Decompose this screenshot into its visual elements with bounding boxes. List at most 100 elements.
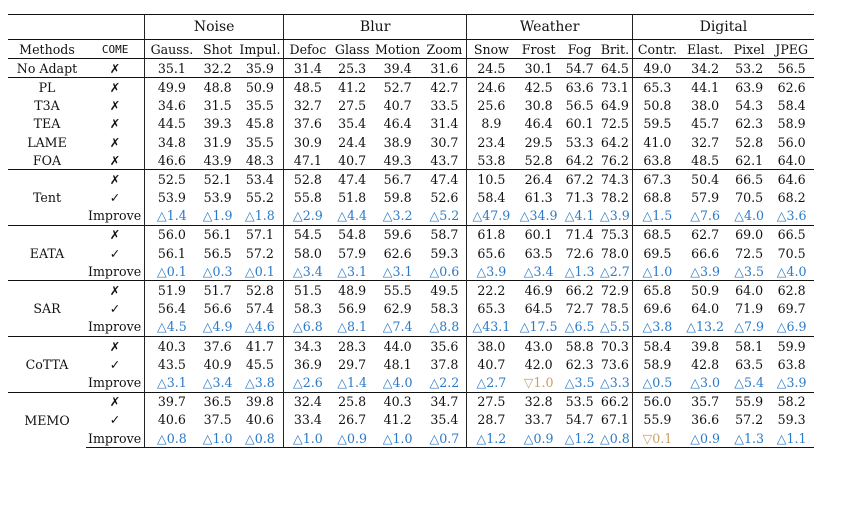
improve-cell: △3.8 <box>236 373 285 393</box>
table-cell: 32.2 <box>198 58 237 78</box>
table-cell: 46.6 <box>157 152 186 168</box>
table-cell: 49.3 <box>383 152 412 168</box>
improve-cell: △3.6 <box>776 208 807 224</box>
table-cell: 52.5 <box>144 169 199 189</box>
table-cell: 45.5 <box>236 355 285 374</box>
group-weather: Weather <box>466 14 634 40</box>
improve-row: Improve △1.4 △1.9 △1.8 △2.9 △4.4 △3.2 △5.2 △47.9… <box>8 206 814 226</box>
table-cell: 44.5 <box>157 116 186 132</box>
table-cell: 66.2 <box>561 280 598 300</box>
column-header-row: Methods COME Gauss. Shot Impul. Defoc Glass M… <box>8 38 814 59</box>
table-cell: 50.9 <box>236 77 285 97</box>
method-name: MEMO <box>8 391 86 448</box>
table-cell: 31.4 <box>422 114 468 133</box>
improve-cell: △3.9 <box>776 374 807 390</box>
come-mark: ✗ <box>86 169 146 189</box>
improve-cell: △1.0 <box>198 428 237 449</box>
column-header: Fog <box>561 38 598 59</box>
improve-cell: △13.2 <box>686 319 725 335</box>
table-cell: 75.3 <box>597 224 634 245</box>
improve-cell: △0.9 <box>681 428 729 449</box>
come-mark: ✗ <box>86 391 146 411</box>
table-cell: 78.0 <box>597 244 634 263</box>
improve-cell: △5.5 <box>597 317 634 337</box>
table-cell: 58.3 <box>422 299 468 318</box>
table-cell: 50.4 <box>681 169 729 189</box>
table-cell: 63.8 <box>643 152 672 168</box>
table-cell: 62.1 <box>735 152 764 168</box>
table-cell: 58.0 <box>293 245 322 261</box>
table-cell: 53.9 <box>157 190 186 206</box>
table-cell: 69.0 <box>728 224 770 245</box>
table-cell: 40.6 <box>236 410 285 429</box>
table-cell: 65.8 <box>632 280 682 300</box>
table-cell: 65.3 <box>632 77 682 97</box>
table-cell: 39.3 <box>203 116 232 132</box>
table-cell: 39.8 <box>236 391 285 411</box>
improve-cell: △8.1 <box>337 319 368 335</box>
come-mark: ✗ <box>86 132 146 152</box>
come-mark: ✗ <box>86 151 146 170</box>
table-cell: 66.5 <box>728 169 770 189</box>
come-header: COME <box>86 38 146 59</box>
improve-cell: △1.1 <box>769 428 814 449</box>
method-row: Tent ✗ 52.5 52.1 53.4 52.8 47.4 56.7 47.4 10.5 26.… <box>8 169 814 226</box>
improve-cell: △3.0 <box>690 374 721 390</box>
table-cell: 41.2 <box>383 412 412 428</box>
table-cell: 35.4 <box>422 410 468 429</box>
come-mark: ✓ <box>86 355 146 374</box>
table-cell: 30.8 <box>524 98 553 114</box>
improve-cell: ▽1.0 <box>523 374 554 390</box>
table-cell: 40.3 <box>372 391 423 411</box>
group-header-row: Noise Blur Weather Digital <box>8 14 814 40</box>
improve-row: Improve △0.8 △1.0 △0.8 △1.0 △0.9 △1.0 △0.7 △1.2 △… <box>8 428 814 449</box>
column-header: Impul. <box>236 38 285 59</box>
method-name: Tent <box>8 169 86 226</box>
come-mark: ✗ <box>86 96 146 115</box>
improve-cell: △3.4 <box>293 263 323 279</box>
table-cell: 64.0 <box>728 280 770 300</box>
table-cell: 60.1 <box>565 116 594 132</box>
improve-cell: △0.8 <box>236 428 285 449</box>
table-cell: 42.8 <box>691 356 720 372</box>
table-cell: 24.6 <box>466 77 516 97</box>
method-row: MEMO ✗ 39.7 36.5 39.8 32.4 25.8 40.3 34.7 27.5 32.… <box>8 391 814 448</box>
table-cell: 29.7 <box>338 356 367 372</box>
table-cell: 34.8 <box>157 134 186 150</box>
table-cell: 52.6 <box>422 188 468 207</box>
table-cell: 25.3 <box>331 58 373 78</box>
table-cell: 64.0 <box>691 301 720 317</box>
table-cell: 56.1 <box>198 224 237 245</box>
table-cell: 54.8 <box>331 224 373 245</box>
table-cell: 43.5 <box>157 356 186 372</box>
table-cell: 58.8 <box>561 336 598 356</box>
table-cell: 59.5 <box>643 116 672 132</box>
table-cell: 27.5 <box>338 98 367 114</box>
method-come-row: ✓ 40.6 37.5 40.6 33.4 26.7 41.2 35.4 28.7 33.7 54.… <box>8 410 814 429</box>
table-cell: 72.7 <box>565 301 594 317</box>
come-mark: ✓ <box>86 299 146 318</box>
table-cell: 60.1 <box>515 224 562 245</box>
improve-cell: △17.5 <box>519 319 558 335</box>
table-cell: 47.4 <box>331 169 373 189</box>
table-cell: 31.9 <box>203 134 232 150</box>
improve-cell: △4.1 <box>564 208 595 224</box>
table-cell: 43.7 <box>422 151 468 170</box>
improve-cell: △5.2 <box>422 206 468 226</box>
table-cell: 39.4 <box>372 58 423 78</box>
improve-cell: △1.8 <box>236 206 285 226</box>
table-cell: 46.9 <box>515 280 562 300</box>
table-cell: 58.3 <box>293 301 322 317</box>
table-cell: 35.5 <box>236 96 285 115</box>
method-row: EATA ✗ 56.0 56.1 57.1 54.5 54.8 59.6 58.7 61.8 60.… <box>8 224 814 281</box>
column-header: Elast. <box>681 38 729 59</box>
table-cell: 28.3 <box>331 336 373 356</box>
table-cell: 43.0 <box>515 336 562 356</box>
improve-cell: ▽0.1 <box>632 428 682 449</box>
table-cell: 37.8 <box>422 355 468 374</box>
table-cell: 58.9 <box>777 116 806 132</box>
table-cell: 40.7 <box>338 152 367 168</box>
improve-cell: △3.9 <box>476 263 507 279</box>
table-cell: 52.8 <box>283 169 332 189</box>
table-cell: 62.9 <box>383 301 412 317</box>
